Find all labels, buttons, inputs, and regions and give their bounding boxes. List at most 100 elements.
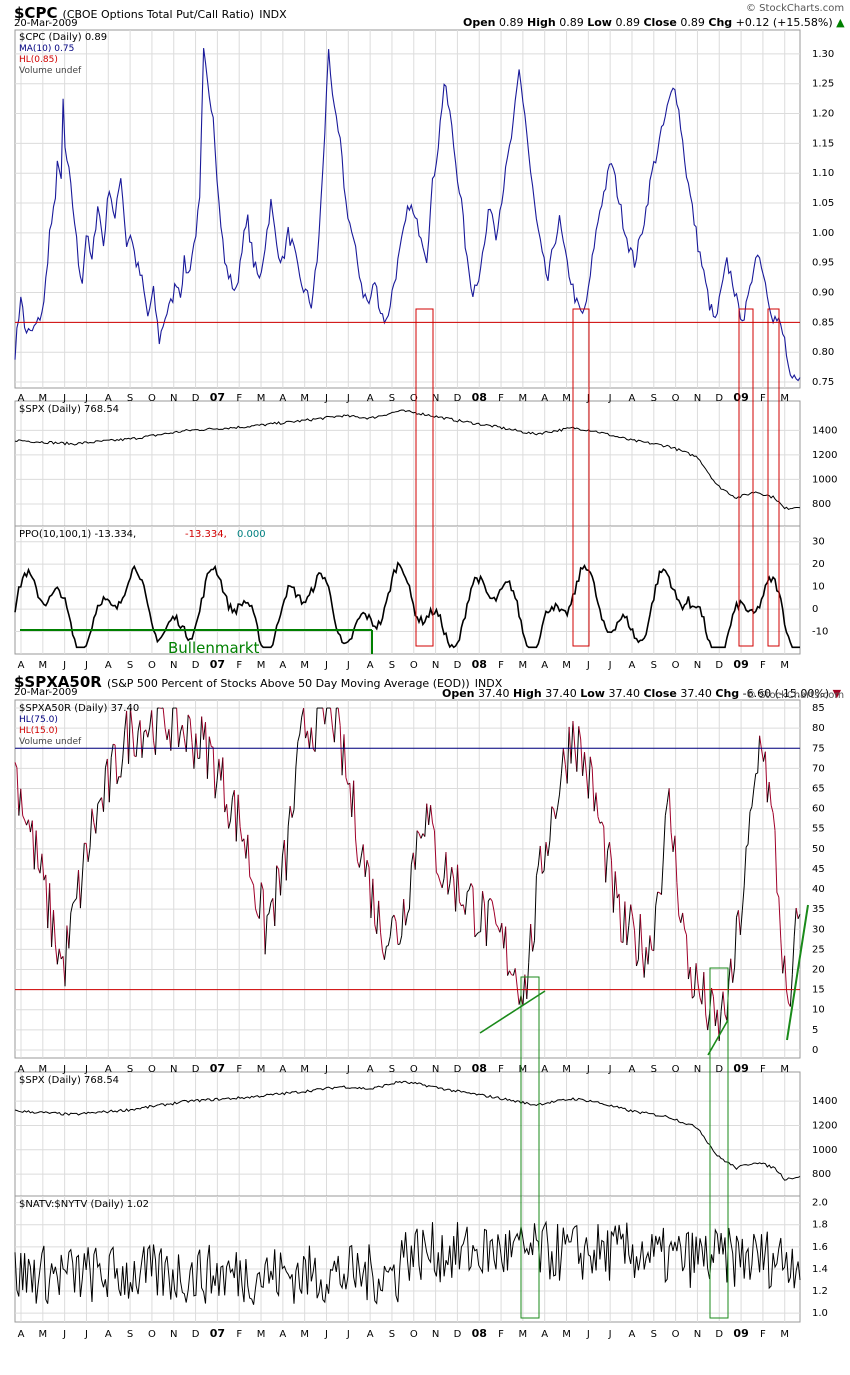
spxa-segment (435, 872, 439, 876)
x-tick-label: O (410, 660, 418, 671)
x-tick-label: F (760, 660, 766, 671)
x-tick-label: M (519, 1329, 528, 1340)
spxa-segment (308, 727, 312, 749)
highlight-box-red (738, 308, 754, 647)
spxa-segment (31, 820, 35, 870)
x-tick-label: O (672, 1064, 680, 1075)
spxa-description: (S&P 500 Percent of Stocks Above 50 Day … (106, 677, 470, 690)
spxa-segment (674, 835, 678, 883)
spxa-segment (339, 725, 343, 776)
spxa-segment (560, 748, 564, 774)
spxa-segment (770, 805, 774, 813)
spxa-segment (449, 867, 453, 884)
x-tick-label: M (257, 1064, 266, 1075)
x-tick-label: F (236, 1064, 242, 1075)
spxa-segment (401, 899, 405, 936)
spxa-segment (478, 931, 481, 933)
y-tick-label: -10 (812, 627, 828, 638)
spxa-segment (380, 932, 383, 952)
x-tick-label: N (170, 393, 177, 404)
y-tick-label: 0 (812, 604, 818, 615)
y-tick-label: 70 (812, 763, 825, 774)
x-tick-label: O (148, 1064, 156, 1075)
hl75-legend: HL(75.0) (19, 715, 58, 725)
panel-frame (14, 699, 801, 1059)
spxa-segment (480, 891, 484, 932)
spxa-segment (131, 728, 135, 756)
spxa-segment (643, 947, 647, 978)
x-tick-label: A (279, 393, 286, 404)
natv-legend: $NATV:$NYTV (Daily) 1.02 (19, 1199, 149, 1210)
cpc-title-row: $CPC (CBOE Options Total Put/Call Ratio)… (14, 3, 287, 22)
spxa-segment (728, 958, 732, 983)
spxa-segment (595, 792, 599, 817)
x-tick-label: A (279, 1064, 286, 1075)
spxa-segment (578, 726, 582, 740)
spxa-segment (630, 904, 634, 917)
spxa-segment (466, 889, 470, 893)
y-tick-label: 0.85 (812, 317, 834, 328)
spxa-segment (489, 898, 493, 902)
volume-legend: Volume undef (19, 737, 82, 747)
spxa-segment (18, 788, 22, 816)
y-tick-label: 1200 (812, 1120, 837, 1131)
spxa-segment (772, 812, 776, 831)
spxa-segment (701, 972, 705, 1005)
x-tick-label: 07 (210, 658, 225, 671)
x-tick-label: M (39, 1329, 48, 1340)
x-tick-label: J (324, 1064, 328, 1075)
spxa-segment (553, 809, 557, 819)
spxa-segment (376, 900, 380, 934)
spxa-segment (458, 901, 462, 907)
x-tick-label: 09 (733, 1062, 748, 1075)
spxa-segment (266, 913, 270, 916)
spxa-segment (229, 797, 233, 821)
spxa-segment (97, 800, 101, 805)
spxa-segment (670, 832, 674, 852)
high-label: High (527, 16, 556, 29)
spxa-date: 20-Mar-2009 (14, 687, 78, 698)
spxa-segment (324, 707, 328, 725)
x-tick-label: F (760, 1064, 766, 1075)
y-tick-label: 65 (812, 783, 825, 794)
spxa-segment (759, 735, 763, 750)
x-tick-label: M (780, 660, 789, 671)
open-label: Open (442, 687, 475, 700)
x-tick-label: J (84, 1329, 88, 1340)
spxa-segment (289, 805, 293, 818)
spxa-segment (297, 733, 301, 742)
spxa-segment (345, 777, 349, 785)
up-arrow-icon: ▲ (836, 16, 845, 29)
y-tick-label: 1.30 (812, 49, 834, 60)
spxa-segment (358, 855, 362, 868)
y-tick-label: 1400 (812, 1096, 837, 1107)
spxa-segment (541, 870, 545, 874)
spxa-segment (381, 951, 385, 960)
spxa-segment (47, 883, 51, 929)
x-tick-label: S (127, 1329, 133, 1340)
x-tick-label: D (454, 393, 462, 404)
x-tick-label: A (629, 660, 636, 671)
spxa-segment (120, 757, 124, 778)
spxa-segment (507, 970, 510, 976)
spxa-segment (214, 780, 218, 799)
spxa-segment (280, 855, 283, 896)
cpc-description: (CBOE Options Total Put/Call Ratio) (62, 8, 255, 21)
y-tick-label: 25 (812, 944, 825, 955)
spxa-segment (676, 882, 680, 916)
spxa-segment (268, 902, 272, 914)
spxa-segment (634, 930, 637, 967)
x-tick-label: J (84, 393, 88, 404)
spxa-segment (632, 916, 636, 931)
spxa-segment (691, 995, 695, 999)
panel-frame (14, 400, 801, 527)
panel-4 (14, 1071, 801, 1197)
spxa-segment (547, 840, 551, 856)
spxa-segment (383, 946, 387, 960)
spxa-segment (189, 718, 193, 743)
x-tick-label: 08 (472, 1327, 487, 1340)
spxa-segment (424, 803, 428, 837)
cpc-quote: Open 0.89 High 0.89 Low 0.89 Close 0.89 … (463, 16, 845, 29)
spxa-segment (364, 860, 368, 877)
